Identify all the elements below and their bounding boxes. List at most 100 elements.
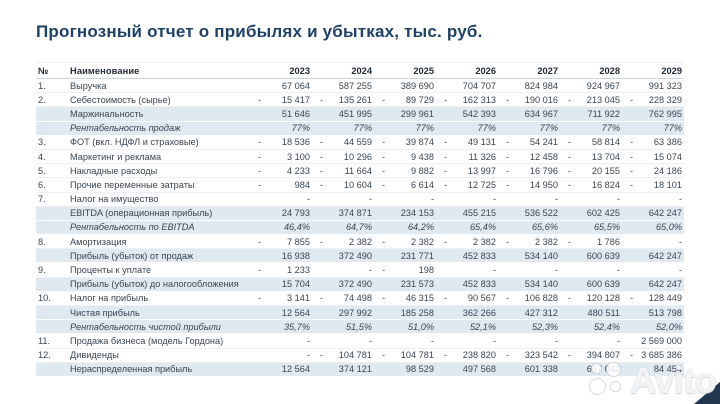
cell-value: 642 247	[648, 208, 682, 219]
value-cell: - 984	[250, 180, 312, 190]
minus-sign: -	[568, 165, 572, 176]
cell-value: 497 568	[462, 364, 496, 375]
cell-value: 12 725	[467, 179, 496, 190]
value-cell: 77%	[436, 123, 498, 133]
value-cell: - 323 542	[498, 350, 560, 360]
value-cell: - 16 824	[560, 180, 622, 190]
value-cell: 64,2%	[374, 222, 436, 232]
cell-value: 2 382	[411, 236, 434, 247]
value-cell: 372 490	[312, 251, 374, 261]
cell-value: 90 567	[467, 293, 496, 304]
cell-value: 51,0%	[407, 321, 434, 332]
value-cell: 711 922	[560, 109, 622, 119]
cell-value: 65,6%	[531, 222, 558, 233]
minus-sign: -	[568, 94, 572, 105]
value-cell: -	[622, 194, 684, 204]
value-cell: - 74 498	[312, 293, 374, 303]
cell-value: -	[306, 194, 310, 205]
cell-value: 64,7%	[345, 222, 372, 233]
cell-value: 687 042	[586, 364, 620, 375]
value-cell: 98 529	[374, 364, 436, 374]
minus-sign: -	[382, 350, 386, 361]
value-cell: 534 140	[498, 251, 560, 261]
row-number: 2.	[38, 94, 46, 105]
value-cell: 77%	[374, 123, 436, 133]
value-cell: 374 121	[312, 364, 374, 374]
cell-value: 98 529	[405, 364, 434, 375]
table-header-row: № Наименование 2023 2024 2025 2026 2027 2028 2…	[36, 62, 684, 79]
cell-value: 52,4%	[593, 321, 620, 332]
cell-value: 10 296	[343, 151, 372, 162]
cell-value: 600 639	[586, 279, 620, 290]
cell-value: 362 266	[462, 307, 496, 318]
minus-sign: -	[568, 293, 572, 304]
year-header: 2029	[661, 65, 682, 76]
value-cell: 451 995	[312, 109, 374, 119]
value-cell: 497 568	[436, 364, 498, 374]
year-header: 2024	[351, 65, 372, 76]
cell-value: 536 522	[524, 208, 558, 219]
cell-value: -	[554, 265, 558, 276]
table-row: EBITDA (операционная прибыль) 24 793 374 8…	[36, 206, 684, 221]
cell-value: 13 997	[467, 165, 496, 176]
value-cell: 35,7%	[250, 322, 312, 332]
table-body: 1. Выручка 67 064 587 255 389 690 704 707 824 …	[36, 79, 684, 377]
minus-sign: -	[382, 94, 386, 105]
table-row: Рентабельность по EBITDA 46,4% 64,7% 64,2% 6…	[36, 220, 684, 236]
row-label: EBITDA (операционная прибыль)	[70, 208, 213, 219]
value-cell: 77%	[250, 123, 312, 133]
value-cell: -	[622, 237, 684, 247]
row-label: Выручка	[70, 80, 107, 91]
cell-value: -	[554, 335, 558, 346]
value-cell: 12 564	[250, 308, 312, 318]
table-row: 8. Амортизация -7 855-2 382-2 382-2 382-2 …	[36, 235, 684, 250]
value-cell: 231 573	[374, 279, 436, 289]
value-cell: 52,1%	[436, 322, 498, 332]
cell-value: 9 882	[411, 165, 434, 176]
value-cell: - 128 449	[622, 293, 684, 303]
cell-value: 24 793	[281, 208, 310, 219]
value-cell: -	[436, 265, 498, 275]
year-header: 2025	[413, 65, 434, 76]
value-cell: 542 393	[436, 109, 498, 119]
value-cell: - 20 155	[560, 166, 622, 176]
cell-value: -	[306, 350, 310, 361]
value-cell: - 228 329	[622, 95, 684, 105]
value-cell: 704 707	[436, 81, 498, 91]
row-label: Прибыль (убыток) до налогообложения	[70, 279, 239, 290]
cell-value: 77%	[353, 123, 372, 134]
cell-value: -	[678, 194, 682, 205]
value-cell: 65,0%	[622, 222, 684, 232]
name-column-header: Наименование	[70, 65, 140, 76]
value-cell: 452 833	[436, 251, 498, 261]
cell-value: 77%	[291, 123, 310, 134]
value-cell: 77%	[312, 123, 374, 133]
cell-value: 991 323	[648, 80, 682, 91]
cell-value: 2 569 000	[641, 335, 682, 346]
table-row: Чистая прибыль 12 564 297 992 185 258 362 26…	[36, 306, 684, 321]
cell-value: 77%	[663, 123, 682, 134]
value-cell: - 24 186	[622, 166, 684, 176]
cell-value: 9 438	[411, 151, 434, 162]
cell-value: 65,4%	[469, 222, 496, 233]
row-label: Проценты к уплате	[70, 265, 152, 276]
value-cell: -	[312, 265, 374, 275]
cell-value: 600 639	[586, 250, 620, 261]
cell-value: 1 233	[287, 265, 310, 276]
minus-sign: -	[320, 350, 324, 361]
minus-sign: -	[320, 151, 324, 162]
cell-value: 84 454	[653, 364, 682, 375]
cell-value: 51 646	[281, 108, 310, 119]
table-row: Прибыль (убыток) до налогообложения 15 70…	[36, 277, 684, 292]
row-label: Налог на прибыль	[70, 293, 149, 304]
cell-value: 455 215	[462, 208, 496, 219]
value-cell: 362 266	[436, 308, 498, 318]
cell-value: 12 564	[281, 307, 310, 318]
cell-value: 77%	[477, 123, 496, 134]
value-cell: 991 323	[622, 81, 684, 91]
minus-sign: -	[320, 293, 324, 304]
value-cell: - 162 313	[436, 95, 498, 105]
cell-value: 135 261	[338, 94, 372, 105]
minus-sign: -	[258, 236, 262, 247]
cell-value: 1 786	[597, 236, 620, 247]
